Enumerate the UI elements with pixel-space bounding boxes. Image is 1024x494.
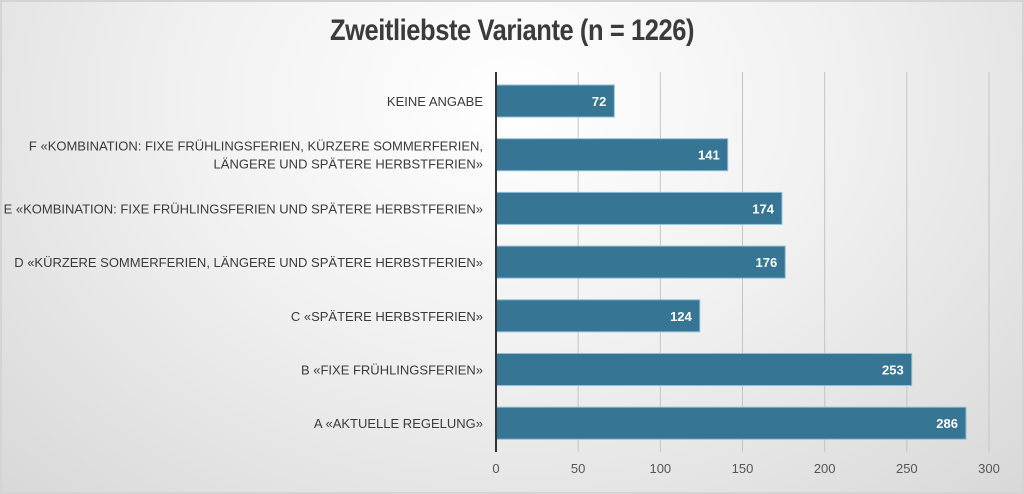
x-tick-label: 50	[571, 461, 585, 476]
x-tick-label: 300	[978, 461, 1000, 476]
x-tick-label: 250	[896, 461, 918, 476]
data-label: 141	[698, 148, 720, 163]
category-label: LÄNGERE UND SPÄTERE HERBSTFERIEN»	[214, 157, 483, 172]
bar	[495, 299, 701, 333]
category-label: KEINE ANGABE	[387, 94, 483, 109]
data-label: 176	[756, 255, 778, 270]
data-label: 124	[670, 309, 692, 324]
category-label: A «AKTUELLE REGELUNG»	[314, 416, 483, 431]
bar	[495, 353, 913, 386]
chart-title: Zweitliebste Variante (n = 1226)	[329, 14, 695, 47]
category-label: D «KÜRZERE SOMMERFERIEN, LÄNGERE UND SPÄ…	[14, 255, 483, 270]
data-label: 174	[752, 201, 774, 216]
category-label: E «KOMBINATION: FIXE FRÜHLINGSFERIEN UND…	[4, 201, 483, 216]
data-label: 253	[882, 363, 904, 378]
bar	[495, 406, 967, 440]
bar	[495, 191, 783, 225]
category-label: B «FIXE FRÜHLINGSFERIEN»	[301, 363, 483, 378]
category-label: C «SPÄTERE HERBSTFERIEN»	[291, 309, 483, 324]
x-tick-label: 200	[814, 461, 836, 476]
x-tick-label: 150	[732, 461, 754, 476]
x-tick-label: 0	[492, 461, 499, 476]
data-label: 286	[936, 416, 958, 431]
category-label: F «KOMBINATION: FIXE FRÜHLINGSFERIEN, KÜ…	[29, 139, 483, 154]
bar	[495, 138, 729, 172]
bar	[495, 245, 786, 279]
x-tick-label: 100	[649, 461, 671, 476]
data-label: 72	[592, 94, 606, 109]
